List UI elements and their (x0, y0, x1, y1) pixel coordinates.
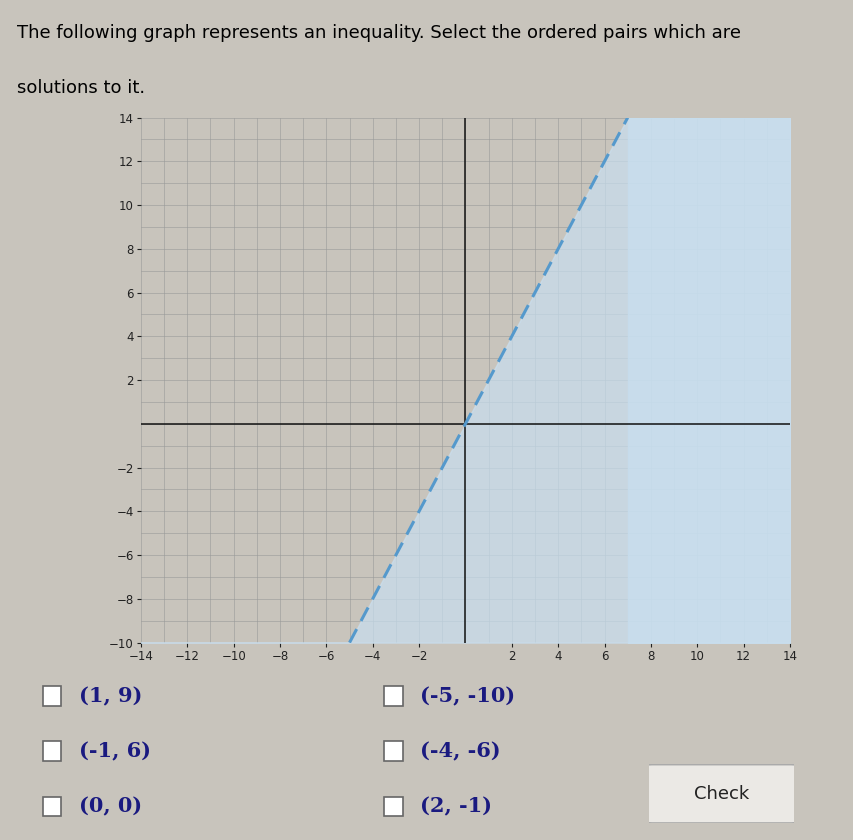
Text: (0, 0): (0, 0) (78, 796, 142, 816)
Text: (1, 9): (1, 9) (78, 686, 142, 706)
Text: (-1, 6): (-1, 6) (78, 741, 150, 761)
FancyBboxPatch shape (644, 764, 798, 823)
Text: solutions to it.: solutions to it. (17, 79, 145, 97)
Text: (-4, -6): (-4, -6) (420, 741, 500, 761)
FancyBboxPatch shape (384, 742, 403, 761)
FancyBboxPatch shape (384, 796, 403, 816)
FancyBboxPatch shape (43, 686, 61, 706)
Text: (-5, -10): (-5, -10) (420, 686, 514, 706)
Text: The following graph represents an inequality. Select the ordered pairs which are: The following graph represents an inequa… (17, 24, 740, 42)
FancyBboxPatch shape (43, 742, 61, 761)
Text: Check: Check (693, 785, 748, 803)
Text: (2, -1): (2, -1) (420, 796, 491, 816)
FancyBboxPatch shape (384, 686, 403, 706)
FancyBboxPatch shape (43, 796, 61, 816)
